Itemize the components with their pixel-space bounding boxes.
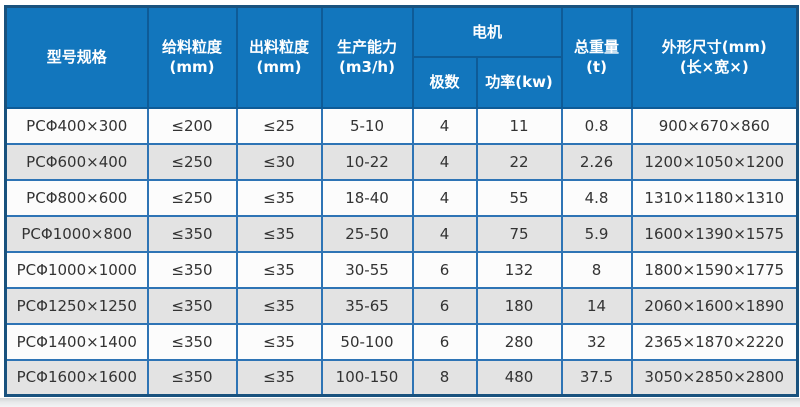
cell-total-weight: 4.8 xyxy=(560,178,633,217)
table-row: PCΦ600×400 ≤250 ≤30 10-22 4 22 2.26 1200… xyxy=(4,142,799,181)
cell-power: 180 xyxy=(475,286,563,325)
cell-dimensions: 3050×2850×2800 xyxy=(630,358,799,397)
table-row: PCΦ1000×800 ≤350 ≤35 25-50 4 75 5.9 1600… xyxy=(4,214,799,253)
cell-discharge-size: ≤35 xyxy=(235,286,323,325)
col-header-feed-size: 给料粒度 (mm) xyxy=(146,5,238,109)
cell-feed-size: ≤200 xyxy=(146,106,238,145)
col-header-feed-size-line2: (mm) xyxy=(169,58,215,77)
cell-model: PCΦ600×400 xyxy=(4,142,149,181)
spec-table: 型号规格 给料粒度 (mm) 出料粒度 (mm) 生产能力 (m3/h) 电机 … xyxy=(4,5,800,397)
col-header-capacity-line1: 生产能力 xyxy=(336,38,397,56)
table-row: PCΦ800×600 ≤250 ≤35 18-40 4 55 4.8 1310×… xyxy=(4,178,799,217)
cell-poles: 6 xyxy=(411,286,478,325)
col-header-motor: 电机 xyxy=(411,5,563,58)
cell-total-weight: 0.8 xyxy=(560,106,633,145)
cell-poles: 8 xyxy=(411,358,478,397)
cell-discharge-size: ≤35 xyxy=(235,250,323,289)
col-header-discharge-size: 出料粒度 (mm) xyxy=(235,5,323,109)
cell-model: PCΦ1250×1250 xyxy=(4,286,149,325)
cell-total-weight: 37.5 xyxy=(560,358,633,397)
cell-discharge-size: ≤35 xyxy=(235,178,323,217)
cell-feed-size: ≤350 xyxy=(146,322,238,361)
cell-power: 132 xyxy=(475,250,563,289)
cell-capacity: 35-65 xyxy=(320,286,414,325)
col-header-model: 型号规格 xyxy=(4,5,149,109)
cell-power: 11 xyxy=(475,106,563,145)
table-row: PCΦ1250×1250 ≤350 ≤35 35-65 6 180 14 206… xyxy=(4,286,799,325)
cell-dimensions: 1600×1390×1575 xyxy=(630,214,799,253)
cell-dimensions: 900×670×860 xyxy=(630,106,799,145)
cell-model: PCΦ1000×1000 xyxy=(4,250,149,289)
cell-power: 75 xyxy=(475,214,563,253)
cell-capacity: 5-10 xyxy=(320,106,414,145)
cell-model: PCΦ400×300 xyxy=(4,106,149,145)
col-header-dimensions-line1: 外形尺寸(mm) xyxy=(661,38,767,56)
col-header-dimensions-line2: (长×宽×) xyxy=(679,58,749,77)
cell-model: PCΦ800×600 xyxy=(4,178,149,217)
cell-poles: 4 xyxy=(411,142,478,181)
cell-feed-size: ≤250 xyxy=(146,142,238,181)
cell-poles: 6 xyxy=(411,250,478,289)
cell-feed-size: ≤350 xyxy=(146,286,238,325)
cell-feed-size: ≤350 xyxy=(146,358,238,397)
table-row: PCΦ400×300 ≤200 ≤25 5-10 4 11 0.8 900×67… xyxy=(4,106,799,145)
cell-capacity: 30-55 xyxy=(320,250,414,289)
cell-poles: 6 xyxy=(411,322,478,361)
col-header-capacity-line2: (m3/h) xyxy=(339,58,395,77)
cell-poles: 4 xyxy=(411,214,478,253)
col-header-feed-size-line1: 给料粒度 xyxy=(161,38,222,56)
cell-discharge-size: ≤35 xyxy=(235,358,323,397)
col-header-discharge-size-line2: (mm) xyxy=(256,58,302,77)
cell-discharge-size: ≤35 xyxy=(235,322,323,361)
cell-dimensions: 1800×1590×1775 xyxy=(630,250,799,289)
col-header-poles: 极数 xyxy=(411,55,478,109)
cell-feed-size: ≤350 xyxy=(146,214,238,253)
cell-total-weight: 32 xyxy=(560,322,633,361)
page-bottom-divider xyxy=(0,398,800,407)
cell-dimensions: 2060×1600×1890 xyxy=(630,286,799,325)
table-row: PCΦ1400×1400 ≤350 ≤35 50-100 6 280 32 23… xyxy=(4,322,799,361)
cell-dimensions: 1310×1180×1310 xyxy=(630,178,799,217)
cell-discharge-size: ≤30 xyxy=(235,142,323,181)
cell-dimensions: 2365×1870×2220 xyxy=(630,322,799,361)
cell-capacity: 100-150 xyxy=(320,358,414,397)
cell-dimensions: 1200×1050×1200 xyxy=(630,142,799,181)
cell-model: PCΦ1400×1400 xyxy=(4,322,149,361)
cell-model: PCΦ1000×800 xyxy=(4,214,149,253)
cell-power: 480 xyxy=(475,358,563,397)
col-header-discharge-size-line1: 出料粒度 xyxy=(248,38,309,56)
cell-capacity: 18-40 xyxy=(320,178,414,217)
col-header-power: 功率(kw) xyxy=(475,55,563,109)
cell-capacity: 10-22 xyxy=(320,142,414,181)
cell-capacity: 25-50 xyxy=(320,214,414,253)
cell-model: PCΦ1600×1600 xyxy=(4,358,149,397)
cell-total-weight: 5.9 xyxy=(560,214,633,253)
cell-feed-size: ≤250 xyxy=(146,178,238,217)
cell-capacity: 50-100 xyxy=(320,322,414,361)
cell-power: 55 xyxy=(475,178,563,217)
col-header-total-weight-line2: (t) xyxy=(586,58,607,77)
cell-feed-size: ≤350 xyxy=(146,250,238,289)
col-header-total-weight: 总重量 (t) xyxy=(560,5,633,109)
cell-power: 22 xyxy=(475,142,563,181)
cell-poles: 4 xyxy=(411,178,478,217)
spec-table-container: 型号规格 给料粒度 (mm) 出料粒度 (mm) 生产能力 (m3/h) 电机 … xyxy=(4,5,800,397)
cell-discharge-size: ≤35 xyxy=(235,214,323,253)
table-row: PCΦ1000×1000 ≤350 ≤35 30-55 6 132 8 1800… xyxy=(4,250,799,289)
cell-discharge-size: ≤25 xyxy=(235,106,323,145)
cell-poles: 4 xyxy=(411,106,478,145)
col-header-capacity: 生产能力 (m3/h) xyxy=(320,5,414,109)
cell-total-weight: 8 xyxy=(560,250,633,289)
col-header-total-weight-line1: 总重量 xyxy=(574,38,620,56)
cell-total-weight: 2.26 xyxy=(560,142,633,181)
table-row: PCΦ1600×1600 ≤350 ≤35 100-150 8 480 37.5… xyxy=(4,358,799,397)
cell-power: 280 xyxy=(475,322,563,361)
col-header-dimensions: 外形尺寸(mm) (长×宽×) xyxy=(630,5,799,109)
cell-total-weight: 14 xyxy=(560,286,633,325)
